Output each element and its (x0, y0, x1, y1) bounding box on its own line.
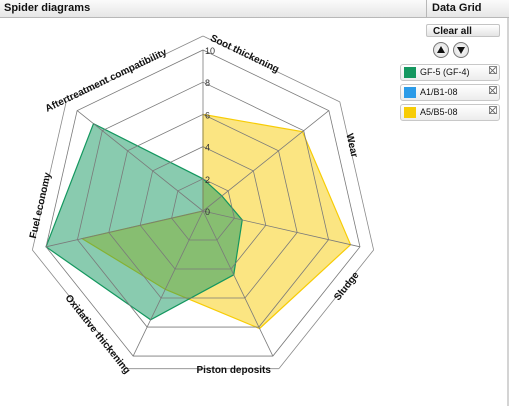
spider-chart: Soot thickening Wear Sludge Piston deposits… (28, 33, 375, 376)
move-up-button[interactable] (433, 42, 449, 58)
axis-spoke (202, 210, 274, 357)
tick-label: 10 (205, 46, 215, 56)
series-label: A5/B5-08 (420, 107, 458, 117)
axis-spoke (45, 210, 204, 248)
series-label: A1/B1-08 (420, 87, 458, 97)
tick-label: 6 (205, 110, 210, 120)
label-frame-line (32, 249, 128, 369)
scrollbar-edge (507, 18, 509, 406)
label-frame-line (278, 249, 374, 369)
chart-series (45, 113, 352, 330)
series-swatch (404, 87, 416, 98)
tab-spider-diagrams[interactable]: Spider diagrams (0, 0, 427, 17)
label-frame-line (202, 35, 340, 103)
series-label: GF-5 (GF-4) (420, 67, 470, 77)
series-area (45, 122, 243, 321)
tab-data-grid[interactable]: Data Grid (432, 2, 482, 14)
axis-label: Sludge (332, 270, 362, 303)
series-swatch (404, 67, 416, 78)
remove-series-icon[interactable] (489, 86, 497, 94)
axis-spoke (76, 110, 204, 212)
tab-bar: Spider diagrams Data Grid (0, 0, 509, 18)
grid-ring (108, 113, 298, 299)
label-frame-line (339, 101, 375, 251)
axis-spoke (202, 110, 330, 212)
grid-ring (171, 178, 235, 241)
label-frame-line (66, 35, 204, 103)
axis-label: Wear (343, 133, 359, 159)
series-swatch (404, 107, 416, 118)
series-item-a5b5[interactable]: A5/B5-08 (400, 104, 500, 121)
tick-label: 2 (205, 175, 210, 185)
remove-series-icon[interactable] (489, 106, 497, 114)
tick-labels: 0 2 4 6 8 10 (205, 46, 215, 217)
grid-ring (76, 81, 330, 328)
tick-label: 4 (205, 143, 210, 153)
tick-label: 0 (205, 207, 210, 217)
chart-frame (31, 35, 375, 370)
up-arrow-icon (437, 46, 445, 53)
axis-spoke (132, 210, 204, 357)
series-item-a1b1[interactable]: A1/B1-08 (400, 84, 500, 101)
tick-label: 8 (205, 78, 210, 88)
remove-series-icon[interactable] (489, 66, 497, 74)
axis-label: Oxidative thickening (63, 293, 133, 376)
grid-ring (139, 146, 267, 270)
move-down-button[interactable] (453, 42, 469, 58)
axis-label: Soot thickening (208, 33, 280, 75)
chart-grid (45, 49, 361, 357)
axis-label: Aftertreatment compatibility (44, 47, 169, 115)
clear-all-button[interactable]: Clear all (426, 24, 500, 37)
axis-label: Piston deposits (196, 365, 271, 376)
axis-spoke (202, 210, 361, 248)
series-item-gf5[interactable]: GF-5 (GF-4) (400, 64, 500, 81)
label-frame-line (31, 101, 67, 251)
series-panel: Clear all GF-5 (GF-4) A1/B1-08 A5/B5-08 (398, 18, 509, 406)
grid-ring (45, 49, 361, 357)
down-arrow-icon (457, 47, 465, 54)
